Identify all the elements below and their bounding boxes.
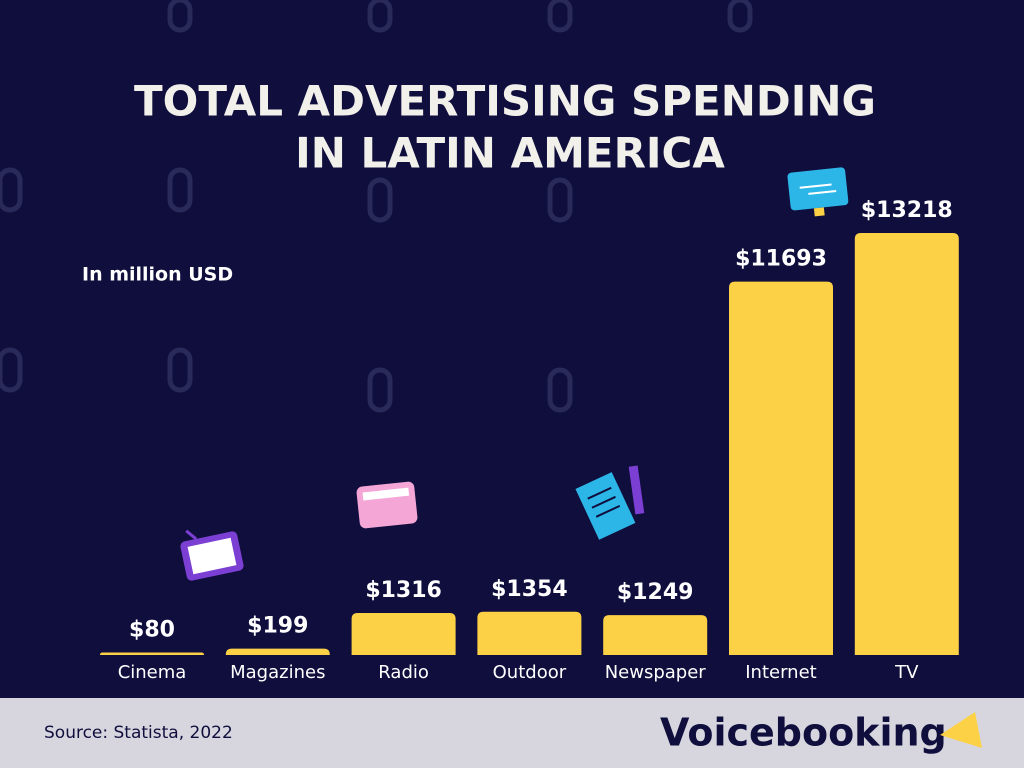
x-tick-label: Cinema <box>118 662 187 683</box>
pen-icon <box>628 465 645 515</box>
logo: Voicebooking <box>660 711 947 755</box>
x-tick-label: Radio <box>378 662 429 683</box>
bar <box>477 611 582 655</box>
x-tick-label: Outdoor <box>493 662 567 683</box>
x-tick-label: TV <box>894 662 919 683</box>
tv-icon <box>180 529 244 581</box>
chart-subtitle: In million USD <box>82 264 233 286</box>
value-label: $11693 <box>735 247 827 272</box>
value-label: $1354 <box>491 577 568 602</box>
value-label: $1316 <box>365 578 442 603</box>
x-tick-label: Internet <box>745 662 816 683</box>
footer <box>0 698 1024 768</box>
bar <box>603 615 708 655</box>
chart-title: TOTAL ADVERTISING SPENDING <box>134 77 876 126</box>
bar <box>854 233 959 655</box>
value-label: $199 <box>247 614 308 639</box>
x-tick-label: Magazines <box>230 662 325 683</box>
value-label: $80 <box>129 617 175 642</box>
bar <box>351 612 456 655</box>
source: Source: Statista, 2022 <box>44 723 233 743</box>
radio-icon <box>356 481 418 529</box>
value-label: $1249 <box>617 580 694 605</box>
bar <box>100 652 204 655</box>
bar <box>225 648 330 655</box>
notebook-icon <box>575 472 636 540</box>
monitor-icon <box>787 167 849 217</box>
value-label: $13218 <box>861 198 953 223</box>
logo-icon <box>940 712 982 748</box>
chart-title: IN LATIN AMERICA <box>295 129 725 178</box>
bar <box>729 281 833 655</box>
background-pattern <box>0 0 753 413</box>
x-tick-label: Newspaper <box>605 662 707 683</box>
background <box>0 0 1024 698</box>
